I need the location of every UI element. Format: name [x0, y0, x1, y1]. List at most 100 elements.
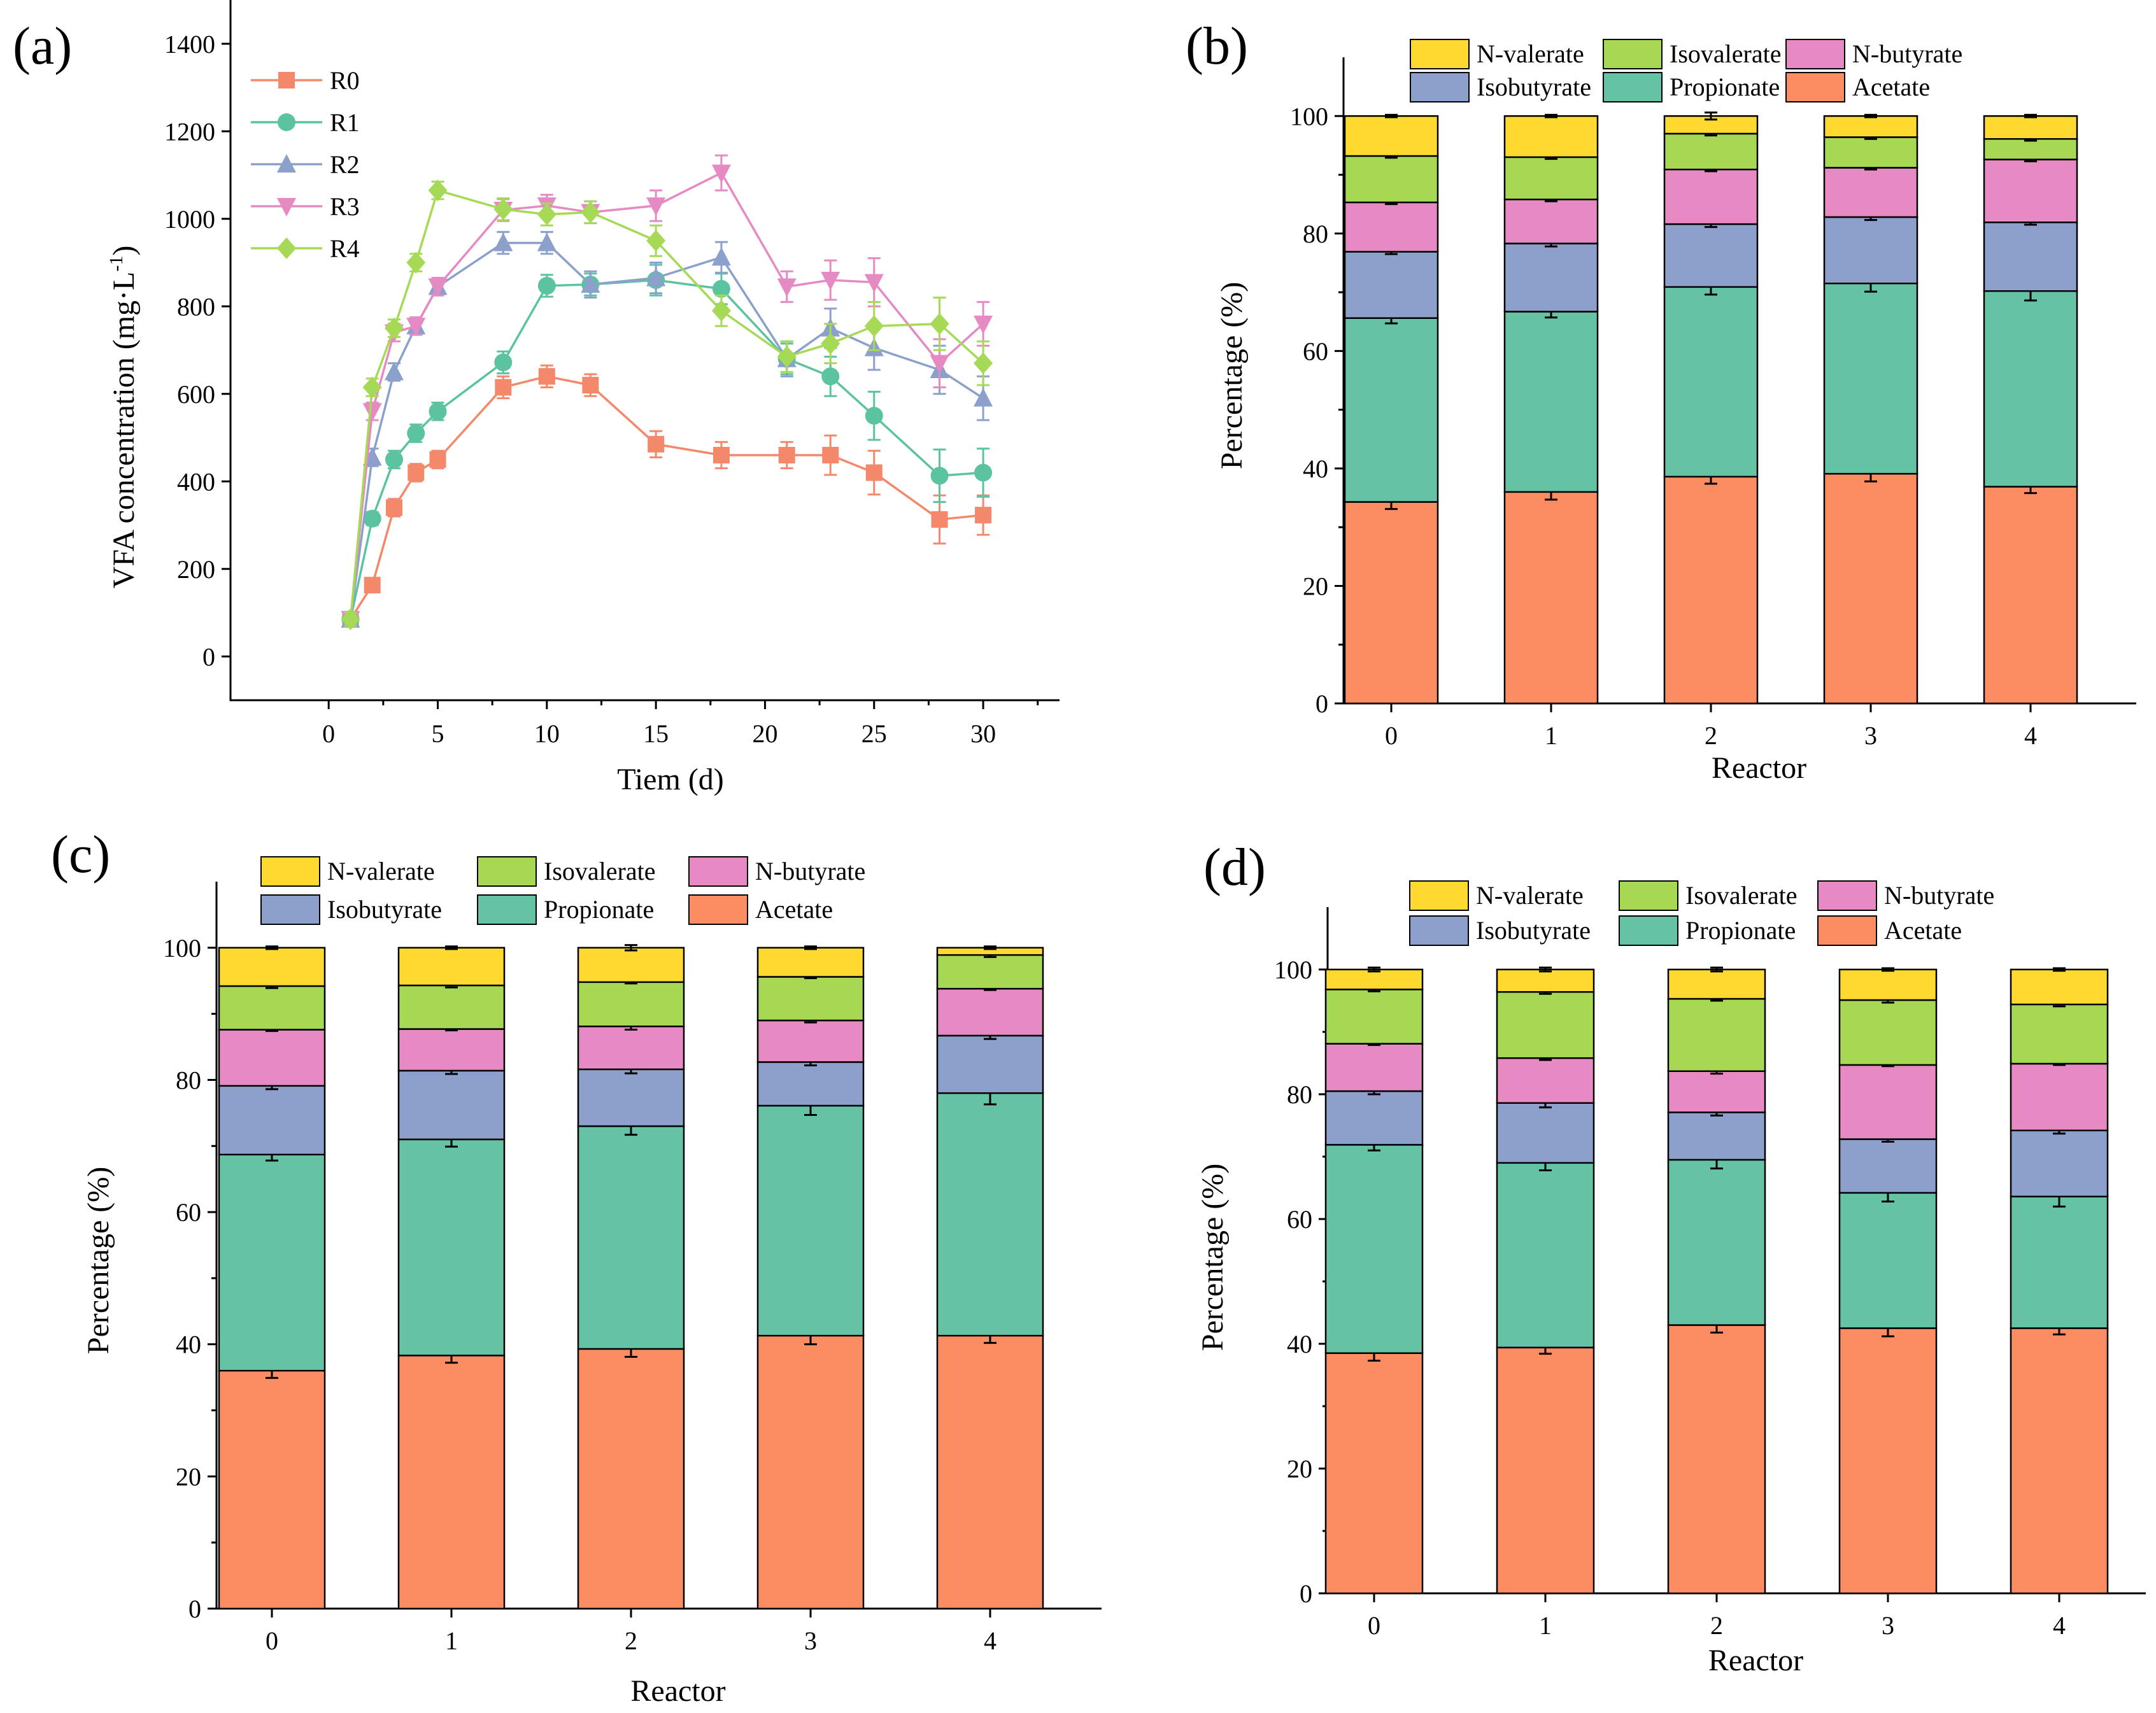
bar-isobutyrate	[218, 1085, 326, 1156]
bar-n-valerate	[1344, 115, 1439, 157]
legend-label: Isobutyrate	[327, 895, 442, 924]
series-r0	[342, 364, 992, 628]
bar-acetate	[1838, 1327, 1938, 1595]
bar-propionate	[1663, 286, 1759, 478]
legend: N-valerate Isovalerate N-butyrate Isobutyra…	[260, 856, 865, 925]
bar-acetate	[1667, 1324, 1766, 1595]
data-point	[864, 315, 884, 337]
bar-isobutyrate	[397, 1069, 506, 1141]
y-tick-label: 1200	[164, 117, 215, 146]
legend-label: Isobutyrate	[1477, 73, 1591, 101]
legend-label: N-valerate	[1477, 39, 1584, 68]
bar-isovalerate	[1823, 136, 1918, 169]
error-bar	[1705, 111, 1717, 121]
bar-isovalerate	[397, 984, 506, 1030]
error-bar	[984, 945, 996, 950]
legend-swatch-propionate	[477, 894, 537, 925]
y-axis-label-main: VFA concentration (mg·L	[107, 272, 141, 589]
series-r4	[341, 180, 993, 630]
legend: N-valerate Isovalerate N-butyrate Isobutyra…	[1410, 39, 1962, 102]
data-point	[713, 447, 730, 463]
panel-d: (d) 0 20 40 60 80 100 Reactor Percentage (%) 0 1 2 3…	[1196, 838, 2146, 1677]
data-point	[364, 577, 381, 594]
legend-swatch-acetate	[1785, 72, 1845, 102]
data-point	[931, 511, 948, 528]
data-point	[648, 435, 665, 453]
legend-swatch-isobutyrate	[1410, 72, 1470, 102]
legend-label: Acetate	[1852, 73, 1930, 101]
bar-acetate	[756, 1334, 865, 1610]
x-tick-label: 20	[752, 719, 777, 748]
legend-label: N-butyrate	[1884, 881, 1994, 910]
bar-n-valerate	[1667, 968, 1766, 1000]
y-axis-label-close: )	[107, 246, 141, 256]
legend-label: Isovalerate	[1670, 39, 1781, 68]
bar-n-butyrate	[2010, 1062, 2109, 1132]
data-point	[429, 402, 447, 421]
x-tick-label: 30	[970, 719, 996, 748]
y-tick-label: 20	[176, 1462, 201, 1491]
y-tick-label: 20	[1303, 572, 1328, 600]
bar-n-butyrate	[1983, 159, 2078, 223]
data-point	[581, 201, 600, 223]
legend-label: R1	[330, 108, 360, 137]
bar-acetate	[1344, 501, 1439, 705]
data-point	[821, 367, 840, 386]
panel-c: (c) 0 20 40 60 80 100 Reactor Percentage (%) 0 1 2 3…	[51, 825, 1102, 1708]
data-point	[362, 403, 382, 422]
bar-isobutyrate	[1503, 243, 1599, 313]
bar-group-1	[1503, 113, 1599, 705]
data-point	[821, 272, 840, 290]
legend: N-valerate Isovalerate N-butyrate Isobutyra…	[1409, 880, 1994, 946]
data-point	[581, 274, 600, 293]
data-point	[429, 451, 446, 468]
bar-acetate	[1663, 476, 1759, 705]
y-tick-label: 60	[176, 1198, 201, 1227]
x-tick-label: 3	[1864, 721, 1877, 750]
y-tick-label: 0	[188, 1595, 201, 1623]
bar-propionate	[1983, 290, 2078, 488]
y-axis-label: Percentage (%)	[82, 1167, 115, 1355]
error-bar	[2053, 967, 2066, 972]
data-point	[974, 315, 993, 334]
data-point	[930, 355, 949, 374]
bar-group-2	[577, 944, 685, 1610]
bar-propionate	[936, 1092, 1044, 1337]
bar-propionate	[1838, 1192, 1938, 1329]
y-tick-label: 600	[177, 380, 215, 409]
bar-propionate	[1667, 1159, 1766, 1326]
x-tick-label: 2	[1710, 1611, 1723, 1640]
bar-isovalerate	[218, 985, 326, 1031]
data-point	[428, 180, 448, 202]
legend-label: Acetate	[755, 895, 833, 924]
data-point	[406, 251, 426, 274]
bar-n-valerate	[1823, 115, 1918, 138]
bar-n-butyrate	[1663, 168, 1759, 225]
y-tick-label: 60	[1303, 337, 1328, 365]
x-axis-label: Tiem (d)	[617, 763, 724, 796]
bar-isobutyrate	[1496, 1102, 1595, 1164]
bar-propionate	[756, 1104, 865, 1337]
data-point	[493, 198, 513, 220]
panel-b: (b) 0 20 40 60 80 100 Reactor Percentage (%) 0 1 2 3…	[1186, 17, 2136, 785]
legend-label: R2	[330, 150, 360, 179]
x-tick-label: 4	[984, 1626, 996, 1655]
data-point	[646, 230, 666, 252]
legend-marker	[277, 198, 296, 216]
data-point	[975, 507, 992, 524]
y-tick-label: 100	[163, 934, 201, 962]
bar-acetate	[577, 1348, 685, 1610]
x-tick-label: 10	[534, 719, 560, 748]
bar-group-3	[1838, 967, 1938, 1595]
y-axis-label: Percentage (%)	[1196, 1164, 1230, 1351]
bar-isovalerate	[1838, 999, 1938, 1066]
bar-group-4	[1983, 113, 2078, 705]
series-r2	[341, 230, 993, 628]
bar-n-valerate	[756, 947, 865, 978]
data-point	[408, 464, 425, 481]
bar-n-butyrate	[1667, 1070, 1766, 1113]
axes-frame	[229, 0, 1060, 701]
bar-n-valerate	[1324, 968, 1424, 990]
x-tick-label: 3	[804, 1626, 817, 1655]
bar-n-butyrate	[756, 1019, 865, 1063]
